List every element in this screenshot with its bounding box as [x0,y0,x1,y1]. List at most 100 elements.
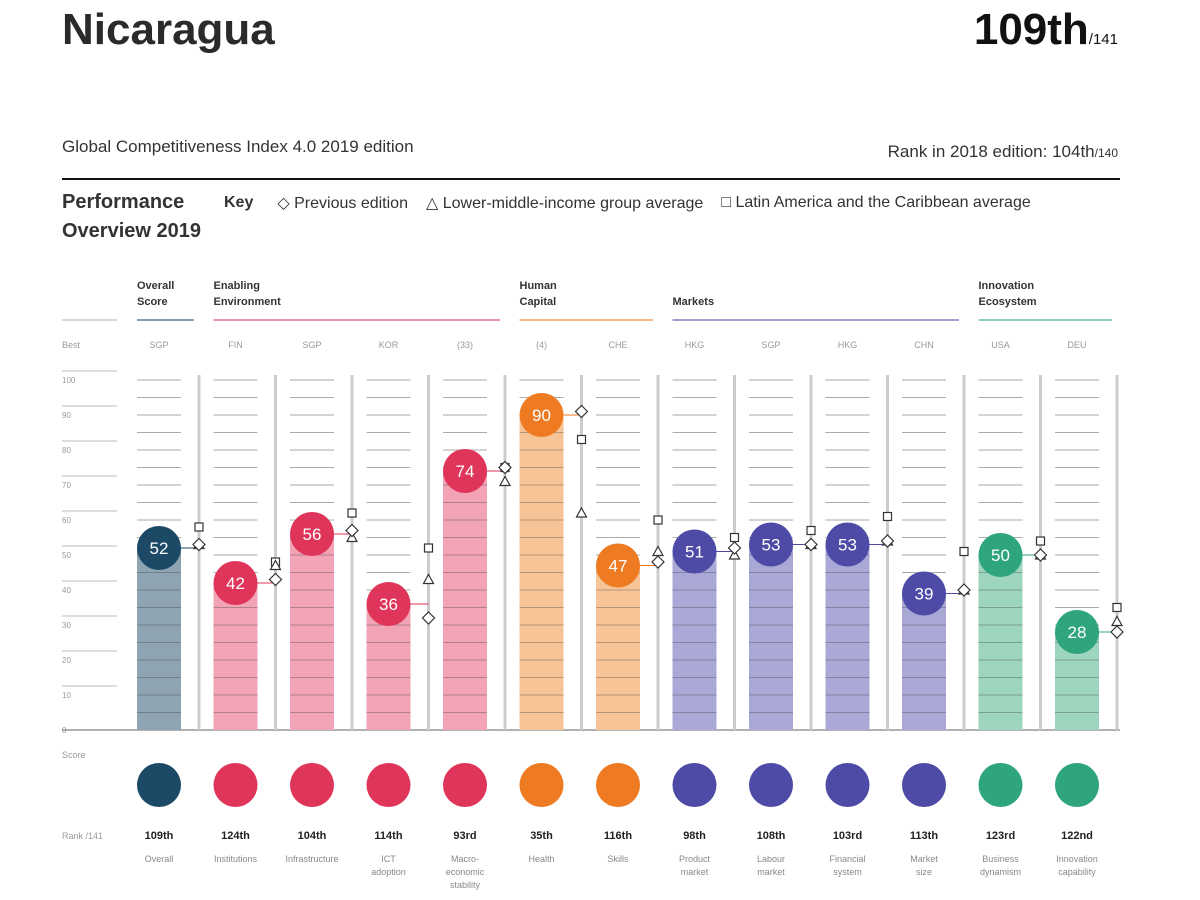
y-tick-label: 40 [62,586,71,595]
triangle-icon: △ [425,195,439,212]
pillar-name: adoption [371,867,406,877]
lmi-average-triangle-marker [498,475,512,487]
best-country: SGP [302,340,321,350]
pillar-name: Product [679,854,711,864]
score-label: 90 [532,406,551,425]
pillar-name: Macro- [451,854,479,864]
score-label: 47 [609,557,628,576]
score-row-label: Score [62,750,86,760]
score-label: 51 [685,543,704,562]
legend-previous-label: Previous edition [294,195,408,212]
legend-lmi-label: Lower-middle-income group average [442,195,704,212]
y-tick-label: 10 [62,691,71,700]
rank-total: /141 [1088,31,1118,48]
score-bar [825,544,870,730]
pillar-name: capability [1058,867,1096,877]
group-label-human: Capital [520,296,557,308]
best-country: SGP [761,340,780,350]
score-bar [519,415,564,730]
score-bar [749,544,793,730]
best-row-label: Best [62,340,81,350]
group-label-markets: Markets [673,296,715,308]
lac-average-square-marker [576,434,587,445]
score-label: 42 [226,574,245,593]
pillar-name: Health [528,854,554,864]
pillar-color-dot [749,763,793,807]
rank-label: 104th [298,830,327,842]
score-bar [443,471,487,730]
legend-key-label: Key [224,194,254,211]
pillar-color-dot [672,763,717,807]
country-title: Nicaragua [62,5,275,54]
pillar-name: Market [910,854,938,864]
score-circle [978,533,1023,577]
best-country: (33) [457,340,473,350]
group-label-human: Human [520,280,558,292]
previous-edition-diamond-marker [651,555,665,569]
best-country: FIN [228,340,243,350]
previous-edition-diamond-marker [727,541,742,555]
pillar-name: dynamism [980,867,1021,877]
pillar-color-dot [137,763,181,807]
y-tick-label: 20 [62,656,71,665]
rank-label: 123rd [986,830,1015,842]
score-circle [213,561,258,605]
group-label-innovation: Ecosystem [979,296,1037,308]
score-label: 74 [456,462,475,481]
pillar-color-dot [443,763,487,807]
pillar-color-dot [825,763,870,807]
lac-average-square-marker [653,515,663,525]
best-country: DEU [1067,340,1086,350]
score-bar [902,593,946,730]
rank-label: 93rd [453,830,476,842]
score-bar [290,534,334,730]
lac-average-square-marker [729,532,740,543]
rank-label: 122nd [1061,830,1093,842]
score-label: 53 [762,536,781,555]
pillar-name: Institutions [214,854,258,864]
pillar-color-dot [978,763,1023,807]
previous-edition-diamond-marker [804,537,818,552]
lac-average-square-marker [959,546,969,557]
performance-title-line1: Performance [62,191,185,213]
previous-edition-diamond-marker [498,460,512,475]
best-country: CHN [914,340,934,350]
y-tick-label: 60 [62,516,71,525]
pillar-color-dot [519,763,564,807]
performance-title: Performance Overview 2019 [62,188,201,246]
lac-average-square-marker [882,511,893,522]
pillar-name: stability [450,880,481,890]
pillar-name: Labour [757,854,785,864]
score-circle [596,543,640,588]
score-bar [978,555,1023,730]
score-circle [290,512,334,556]
lmi-average-triangle-marker [422,573,435,585]
best-country: SGP [149,340,168,350]
best-country: (4) [536,340,547,350]
score-circle [1055,610,1099,654]
previous-edition-diamond-marker [1110,625,1124,639]
pillar-name: Infrastructure [285,854,338,864]
lmi-average-triangle-marker [575,506,588,518]
y-tick-label: 70 [62,481,71,490]
rank-2018-total: /140 [1094,146,1118,160]
rank-label: 116th [604,830,632,842]
y-tick-label: 100 [62,376,76,385]
square-icon: □ [721,194,731,211]
previous-edition-diamond-marker [574,404,589,419]
diamond-icon: ◇ [277,195,290,212]
rank-label: 98th [683,830,706,842]
rank-2018: Rank in 2018 edition: 104th/140 [888,142,1118,162]
y-tick-label: 30 [62,621,71,630]
score-label: 56 [303,525,322,544]
best-country: CHE [608,340,627,350]
rank-label: 124th [221,830,250,842]
previous-edition-diamond-marker [421,611,436,625]
group-label-innovation: Innovation [979,280,1035,292]
score-circle [137,526,181,570]
score-circle [825,522,870,567]
legend-lmi: △ Lower-middle-income group average [426,193,703,213]
score-bar [672,551,717,730]
y-tick-label: 50 [62,551,71,560]
lac-average-square-marker [806,525,816,536]
